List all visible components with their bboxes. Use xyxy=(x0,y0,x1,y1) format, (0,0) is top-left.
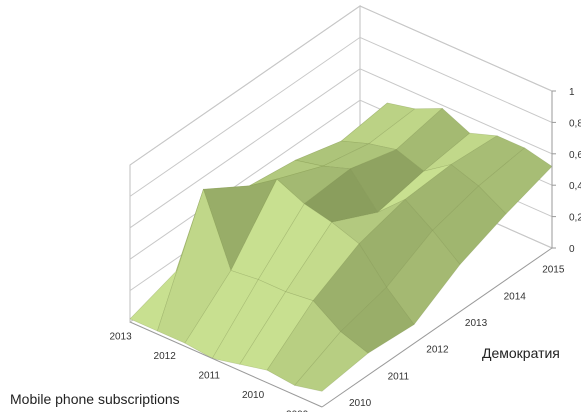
y-axis-line xyxy=(321,247,553,408)
z-tick-label: 0,6 xyxy=(569,150,581,161)
y-tick-label: 2010 xyxy=(349,398,372,409)
y-axis-title: Демократия xyxy=(482,345,560,361)
surface-cell-3-0 xyxy=(211,279,287,365)
x-tick-label: 2011 xyxy=(198,371,220,382)
surface-cell-2-0 xyxy=(239,291,314,371)
surface-cell-2-2 xyxy=(331,199,406,245)
surface-cell-4-0 xyxy=(184,270,259,359)
x-axis-title: Mobile phone subscriptions xyxy=(10,391,180,407)
x-tick-label: 2012 xyxy=(154,351,177,362)
y-tick-label: 2012 xyxy=(426,345,449,356)
surface-cell-0-0 xyxy=(294,331,369,392)
x-axis-line xyxy=(129,321,323,408)
y-tick-label: 2013 xyxy=(465,318,488,329)
z-tick-label: 0,8 xyxy=(569,118,581,129)
z-tick-label: 0,2 xyxy=(569,213,581,224)
x-tick-label: 2013 xyxy=(109,331,132,342)
z-tick-label: 0 xyxy=(569,244,575,255)
surface-cell-5-2 xyxy=(249,159,323,187)
z-tick-label: 0,4 xyxy=(569,181,581,192)
gridline-z xyxy=(129,5,553,166)
surface-cell-5-1 xyxy=(202,178,278,272)
axis-lines xyxy=(129,91,553,408)
surface-cell-0-1 xyxy=(340,286,415,354)
surface-cell-4-3 xyxy=(321,143,398,170)
y-tick-label: 2014 xyxy=(504,291,527,302)
y-tick-label: 2015 xyxy=(542,265,565,276)
z-tick-label: 1 xyxy=(569,87,575,98)
y-tick-label: 2011 xyxy=(388,371,410,382)
gridline-z xyxy=(129,36,553,197)
surface-mesh xyxy=(129,102,553,392)
surface-cell-2-4 xyxy=(423,132,499,172)
surface-cell-1-0 xyxy=(266,300,341,386)
surface-cell-5-4 xyxy=(340,102,416,145)
tick-labels: 2009201020112012201320102011201220132014… xyxy=(109,87,581,417)
x-tick-label: 2010 xyxy=(242,390,265,401)
gridline-z xyxy=(129,68,553,229)
